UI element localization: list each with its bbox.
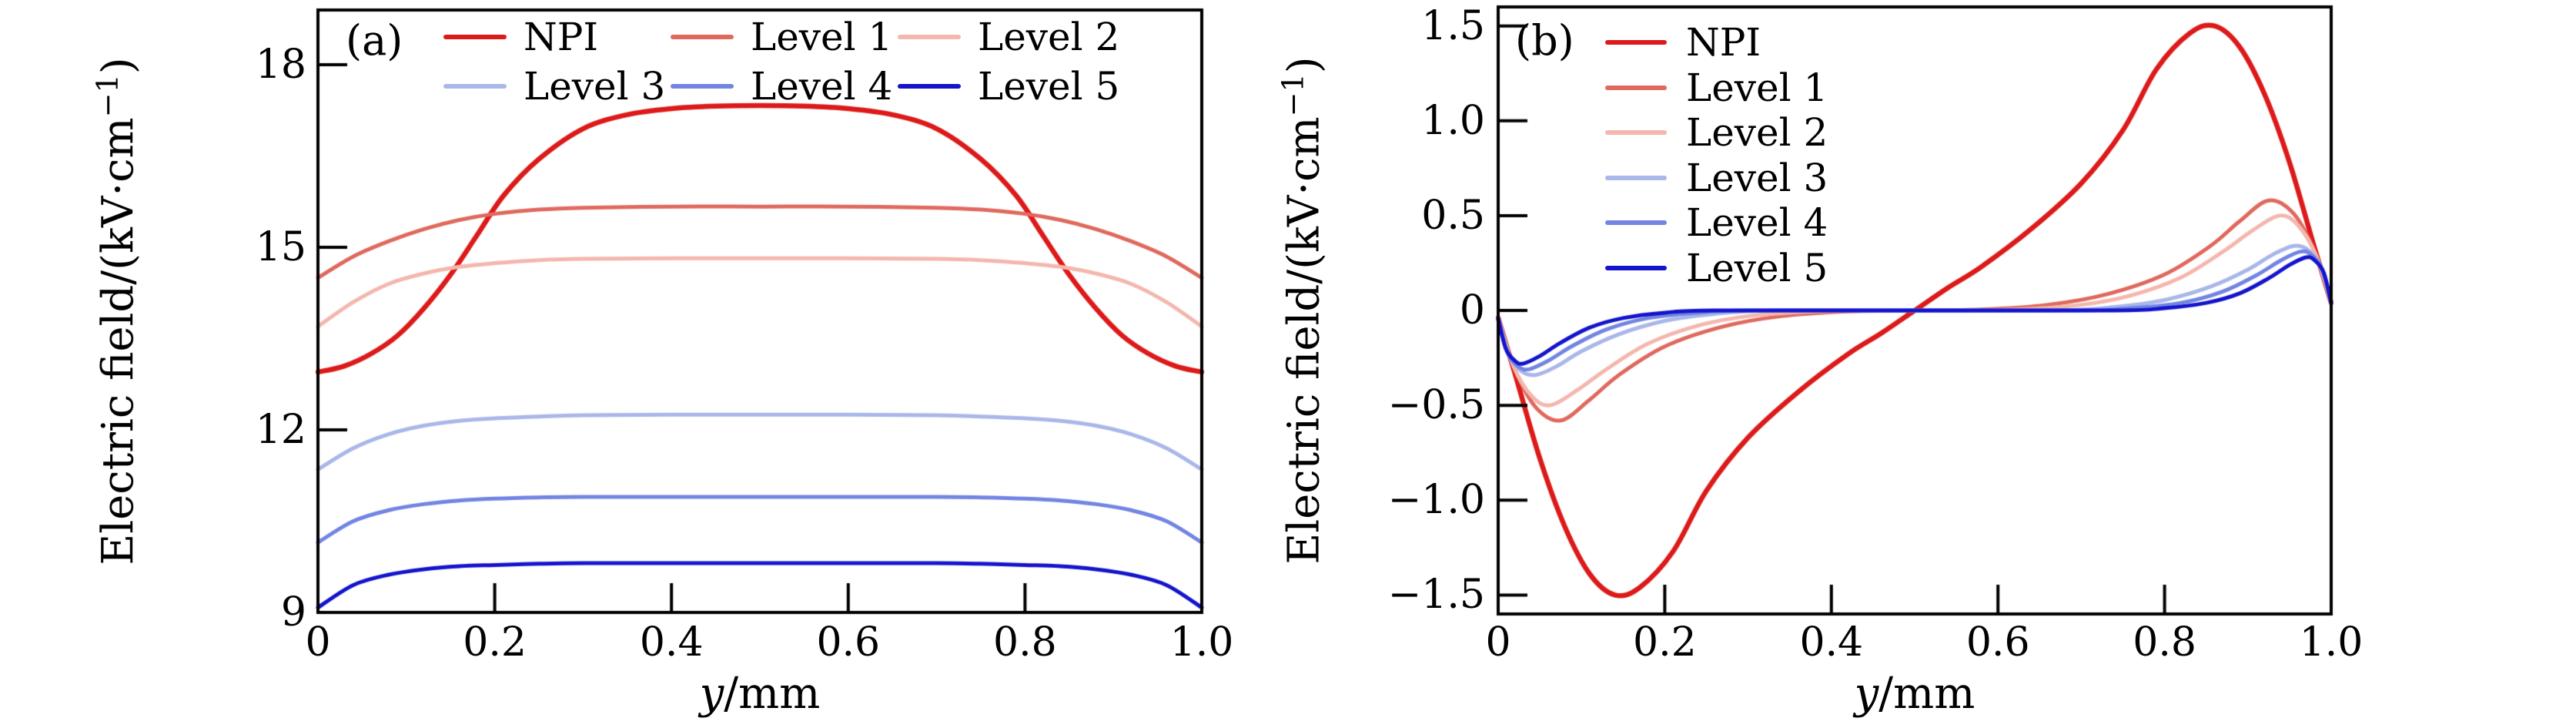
legend-label-level-4: Level 4 — [751, 64, 893, 109]
legend-item-level-2: Level 2 — [898, 14, 1119, 60]
panel-b-ylabel-text: Electric field/(kV·cm — [1279, 116, 1330, 565]
panel-a-label: (a) — [346, 16, 403, 65]
legend-label-level-5: Level 5 — [978, 64, 1120, 109]
legend-label-level-4: Level 4 — [1686, 200, 1828, 245]
legend-line-level-3 — [443, 84, 507, 89]
panel-b-ylabel-superscript: −1 — [1276, 73, 1310, 117]
panel-b-y-axis-title: Electric field/(kV·cm−1) — [1276, 56, 1330, 564]
panel-b-y-tick-label: 0.5 — [1421, 192, 1485, 239]
panel-b-y-tick-label: 0 — [1459, 287, 1485, 334]
legend-line-npi — [443, 35, 507, 39]
legend-line-level-3 — [1605, 175, 1667, 180]
legend-label-level-2: Level 2 — [978, 15, 1120, 59]
legend-label-npi: NPI — [524, 15, 599, 59]
panel-b-x-tick-label: 0.4 — [1799, 619, 1864, 666]
panel-b-x-axis-title: y/mm — [1855, 669, 1975, 719]
panel-b-label: (b) — [1515, 16, 1574, 65]
panel-b-x-tick-label: 0 — [1485, 619, 1511, 666]
panel-b-y-tick-label: −0.5 — [1387, 382, 1485, 429]
legend-item-level-4: Level 4 — [671, 63, 892, 109]
legend-label-level-5: Level 5 — [1686, 245, 1828, 290]
legend-label-level-1: Level 1 — [751, 15, 893, 59]
panel-a-y-tick-label: 18 — [255, 42, 306, 89]
legend-line-level-1 — [671, 35, 734, 39]
panel-b-x-tick-label: 0.8 — [2133, 619, 2196, 666]
panel-a-xlabel-variable: y — [699, 669, 724, 719]
legend-item-level-3: Level 3 — [1605, 155, 1828, 201]
legend-item-level-1: Level 1 — [671, 14, 892, 60]
panel-a-xlabel-unit: /mm — [724, 669, 821, 719]
panel-a-y-axis-title: Electric field/(kV·cm−1) — [91, 57, 144, 565]
panel-a-y-tick-label: 9 — [280, 589, 306, 636]
panel-a-x-tick-label: 0 — [305, 619, 331, 666]
panel-a-y-tick-label: 15 — [255, 224, 306, 271]
panel-a-x-tick-label: 0.2 — [463, 619, 527, 666]
panel-a-x-tick-label: 0.4 — [639, 619, 704, 666]
panel-b-xlabel-variable: y — [1854, 669, 1879, 719]
legend-label-level-3: Level 3 — [1686, 155, 1828, 200]
legend-line-npi — [1605, 40, 1667, 45]
panel-b-x-tick-label: 0.6 — [1965, 619, 2030, 666]
panel-a-ylabel-text: Electric field/(kV·cm — [93, 117, 144, 565]
panel-b-y-tick-label: −1.0 — [1387, 477, 1485, 524]
legend-label-level-2: Level 2 — [1686, 110, 1828, 155]
panel-b-y-tick-label: 1.0 — [1421, 97, 1485, 144]
panel-b-ylabel-close: ) — [1279, 56, 1330, 74]
legend-line-level-2 — [898, 35, 961, 39]
panel-a-ylabel-superscript: −1 — [90, 74, 125, 118]
legend-line-level-2 — [1605, 130, 1667, 135]
panel-b-x-tick-label: 0.2 — [1633, 619, 1697, 666]
legend-label-level-3: Level 3 — [524, 64, 666, 109]
legend-item-level-4: Level 4 — [1605, 200, 1828, 246]
legend-line-level-4 — [1605, 220, 1667, 225]
legend-line-level-5 — [898, 84, 961, 89]
legend-item-npi: NPI — [443, 14, 598, 60]
legend-item-npi: NPI — [1605, 19, 1761, 65]
panel-a-ylabel-close: ) — [93, 57, 144, 75]
legend-item-level-2: Level 2 — [1605, 109, 1828, 156]
panel-a-y-tick-label: 12 — [255, 407, 306, 454]
legend-item-level-3: Level 3 — [443, 63, 665, 109]
legend-label-level-1: Level 1 — [1686, 65, 1828, 110]
legend-line-level-1 — [1605, 85, 1667, 90]
panel-b-xlabel-unit: /mm — [1878, 669, 1975, 719]
panel-b-y-tick-label: −1.5 — [1387, 572, 1485, 619]
legend-item-level-5: Level 5 — [898, 63, 1119, 109]
panel-a-x-tick-label: 0.8 — [993, 619, 1057, 666]
legend-line-level-5 — [1605, 265, 1667, 270]
legend-item-level-1: Level 1 — [1605, 65, 1828, 111]
panel-b-y-tick-label: 1.5 — [1421, 2, 1485, 49]
panel-b-x-tick-label: 1.0 — [2299, 619, 2364, 666]
legend-line-level-4 — [671, 84, 734, 89]
panel-a-x-tick-label: 1.0 — [1169, 619, 1234, 666]
panel-a-x-tick-label: 0.6 — [816, 619, 881, 666]
legend-item-level-5: Level 5 — [1605, 245, 1828, 291]
panel-a-x-axis-title: y/mm — [700, 669, 821, 719]
legend-label-npi: NPI — [1686, 20, 1761, 65]
